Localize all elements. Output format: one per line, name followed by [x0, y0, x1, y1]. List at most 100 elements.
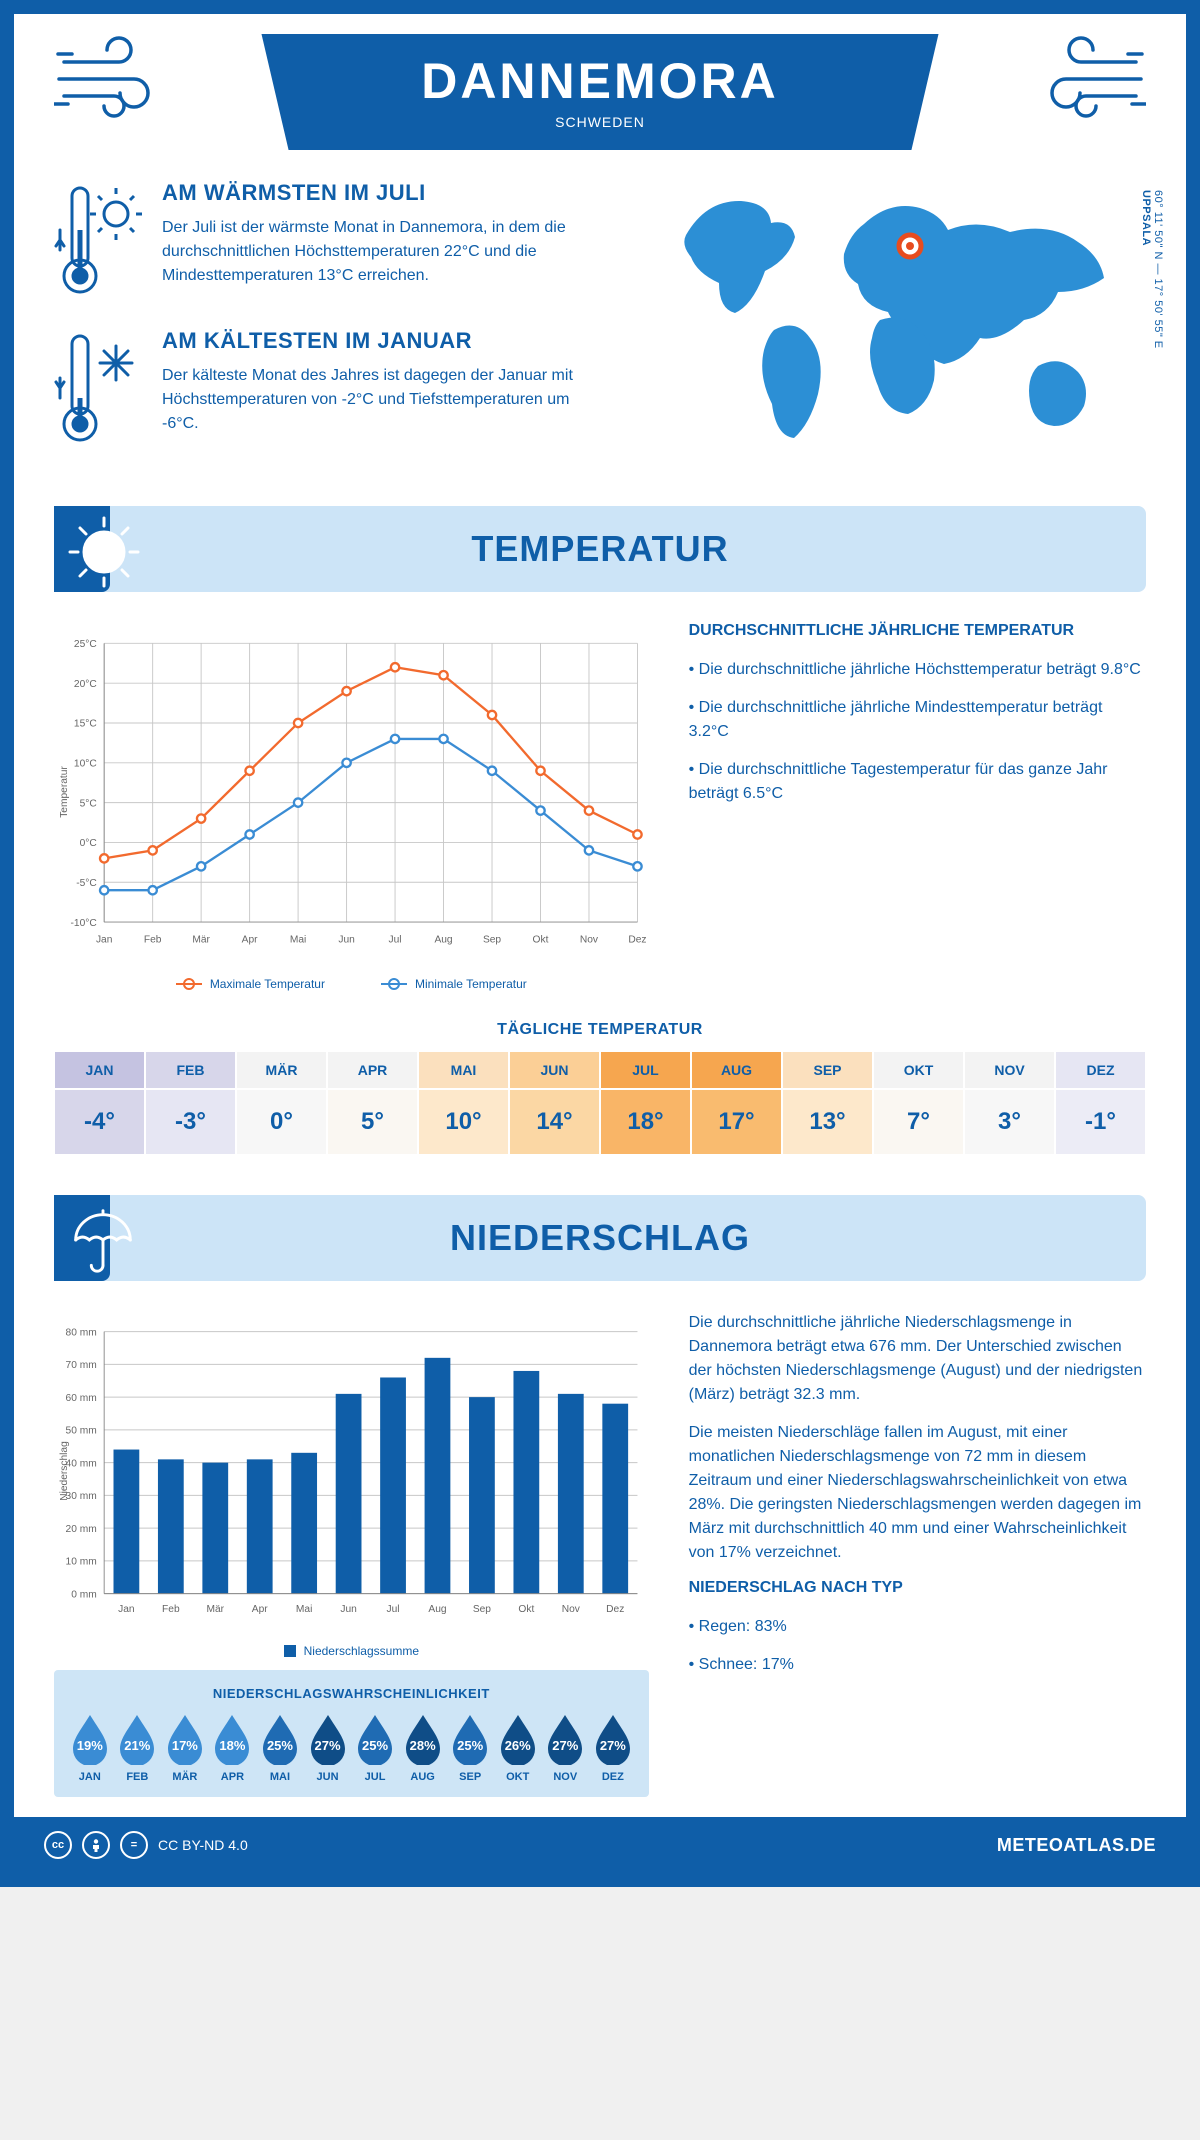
- svg-text:80 mm: 80 mm: [66, 1327, 97, 1338]
- prob-drop: 27%DEZ: [591, 1713, 635, 1783]
- fact-coldest: AM KÄLTESTEN IM JANUAR Der kälteste Mona…: [54, 328, 610, 448]
- daily-temp-title: TÄGLICHE TEMPERATUR: [54, 1021, 1146, 1039]
- svg-text:Nov: Nov: [562, 1604, 581, 1615]
- daily-cell: MAI10°: [418, 1051, 509, 1155]
- temp-legend: Maximale Temperatur Minimale Temperatur: [54, 977, 649, 991]
- footer: cc = CC BY-ND 4.0 METEOATLAS.DE: [14, 1817, 1186, 1873]
- daily-cell: SEP13°: [782, 1051, 873, 1155]
- wind-icon: [1026, 34, 1146, 124]
- svg-text:Feb: Feb: [162, 1604, 180, 1615]
- svg-text:Dez: Dez: [628, 935, 646, 946]
- daily-cell: JUL18°: [600, 1051, 691, 1155]
- prob-drop: 27%JUN: [306, 1713, 350, 1783]
- section-title: TEMPERATUR: [74, 528, 1126, 570]
- prob-drop: 25%SEP: [448, 1713, 492, 1783]
- header-banner: DANNEMORA SCHWEDEN: [261, 34, 938, 150]
- svg-text:-5°C: -5°C: [76, 878, 97, 889]
- umbrella-icon: [64, 1201, 142, 1279]
- svg-text:Okt: Okt: [533, 935, 549, 946]
- svg-text:25°C: 25°C: [74, 639, 97, 650]
- fact-coldest-text: Der kälteste Monat des Jahres ist dagege…: [162, 364, 610, 436]
- svg-text:Mai: Mai: [290, 935, 306, 946]
- svg-text:20 mm: 20 mm: [66, 1524, 97, 1535]
- svg-text:Jan: Jan: [96, 935, 113, 946]
- fact-warmest-text: Der Juli ist der wärmste Monat in Dannem…: [162, 216, 610, 288]
- svg-text:Aug: Aug: [434, 935, 452, 946]
- country-label: SCHWEDEN: [291, 114, 908, 130]
- precip-summary: Die durchschnittliche jährliche Niedersc…: [689, 1311, 1146, 1797]
- daily-cell: JUN14°: [509, 1051, 600, 1155]
- daily-cell: DEZ-1°: [1055, 1051, 1146, 1155]
- prob-drop: 28%AUG: [401, 1713, 445, 1783]
- svg-text:Temperatur: Temperatur: [59, 766, 70, 818]
- thermometer-sun-icon: [54, 180, 144, 300]
- svg-text:Feb: Feb: [144, 935, 162, 946]
- prob-drop: 25%MAI: [258, 1713, 302, 1783]
- svg-text:Mai: Mai: [296, 1604, 312, 1615]
- thermometer-snow-icon: [54, 328, 144, 448]
- svg-text:Apr: Apr: [242, 935, 258, 946]
- prob-drop: 21%FEB: [116, 1713, 160, 1783]
- svg-text:Mär: Mär: [206, 1604, 224, 1615]
- prob-drop: 27%NOV: [544, 1713, 588, 1783]
- svg-text:20°C: 20°C: [74, 679, 97, 690]
- fact-warmest-title: AM WÄRMSTEN IM JULI: [162, 180, 610, 206]
- daily-cell: APR5°: [327, 1051, 418, 1155]
- prob-drop: 17%MÄR: [163, 1713, 207, 1783]
- svg-text:0°C: 0°C: [80, 838, 97, 849]
- svg-text:Aug: Aug: [428, 1604, 446, 1615]
- svg-text:Jul: Jul: [387, 1604, 400, 1615]
- prob-drop: 19%JAN: [68, 1713, 112, 1783]
- svg-text:Sep: Sep: [473, 1604, 491, 1615]
- svg-text:30 mm: 30 mm: [66, 1491, 97, 1502]
- city-title: DANNEMORA: [291, 52, 908, 110]
- daily-cell: JAN-4°: [54, 1051, 145, 1155]
- svg-text:60 mm: 60 mm: [66, 1393, 97, 1404]
- svg-text:Sep: Sep: [483, 935, 501, 946]
- svg-text:10°C: 10°C: [74, 759, 97, 770]
- svg-text:50 mm: 50 mm: [66, 1426, 97, 1437]
- daily-cell: AUG17°: [691, 1051, 782, 1155]
- daily-cell: MÄR0°: [236, 1051, 327, 1155]
- svg-text:Okt: Okt: [518, 1604, 534, 1615]
- by-icon: [82, 1831, 110, 1859]
- world-map: 60° 11' 50" N — 17° 50' 55" E UPPSALA: [646, 180, 1146, 476]
- sun-icon: [64, 512, 144, 592]
- svg-text:0 mm: 0 mm: [71, 1589, 97, 1600]
- nd-icon: =: [120, 1831, 148, 1859]
- coordinates: 60° 11' 50" N — 17° 50' 55" E UPPSALA: [1140, 190, 1164, 349]
- svg-text:Dez: Dez: [606, 1604, 624, 1615]
- fact-warmest: AM WÄRMSTEN IM JULI Der Juli ist der wär…: [54, 180, 610, 300]
- svg-text:5°C: 5°C: [80, 798, 97, 809]
- svg-text:70 mm: 70 mm: [66, 1360, 97, 1371]
- site-name: METEOATLAS.DE: [997, 1835, 1156, 1856]
- daily-cell: NOV3°: [964, 1051, 1055, 1155]
- section-temperature-header: TEMPERATUR: [54, 506, 1146, 592]
- svg-text:Nov: Nov: [580, 935, 599, 946]
- svg-text:Apr: Apr: [252, 1604, 268, 1615]
- precip-bar-chart: 0 mm 10 mm 20 mm 30 mm 40 mm 50 mm 60 mm 70 mm 8…: [54, 1311, 649, 1631]
- svg-text:-10°C: -10°C: [71, 918, 97, 929]
- svg-text:Mär: Mär: [192, 935, 210, 946]
- daily-cell: OKT7°: [873, 1051, 964, 1155]
- wind-icon: [54, 34, 174, 124]
- fact-coldest-title: AM KÄLTESTEN IM JANUAR: [162, 328, 610, 354]
- prob-drop: 18%APR: [211, 1713, 255, 1783]
- precip-legend: Niederschlagssumme: [54, 1644, 649, 1658]
- svg-text:10 mm: 10 mm: [66, 1557, 97, 1568]
- prob-drop: 25%JUL: [353, 1713, 397, 1783]
- svg-text:40 mm: 40 mm: [66, 1458, 97, 1469]
- prob-drop: 26%OKT: [496, 1713, 540, 1783]
- daily-temp-table: JAN-4°FEB-3°MÄR0°APR5°MAI10°JUN14°JUL18°…: [54, 1051, 1146, 1155]
- svg-text:Niederschlag: Niederschlag: [59, 1441, 70, 1501]
- temp-summary: DURCHSCHNITTLICHE JÄHRLICHE TEMPERATUR •…: [689, 622, 1146, 991]
- svg-text:Jan: Jan: [118, 1604, 135, 1615]
- cc-icon: cc: [44, 1831, 72, 1859]
- section-precip-header: NIEDERSCHLAG: [54, 1195, 1146, 1281]
- svg-text:Jun: Jun: [340, 1604, 357, 1615]
- svg-text:Jul: Jul: [389, 935, 402, 946]
- svg-text:15°C: 15°C: [74, 719, 97, 730]
- license-label: CC BY-ND 4.0: [158, 1837, 248, 1853]
- daily-cell: FEB-3°: [145, 1051, 236, 1155]
- precip-probability-panel: NIEDERSCHLAGSWAHRSCHEINLICHKEIT 19%JAN21…: [54, 1670, 649, 1797]
